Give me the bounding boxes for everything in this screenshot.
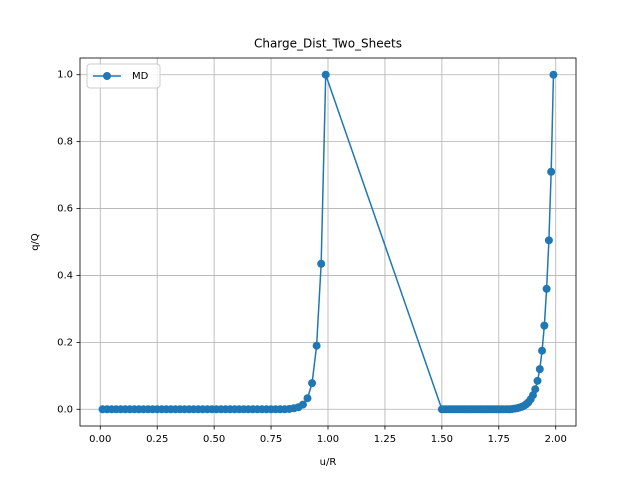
x-tick-label: 0.00 — [89, 434, 111, 445]
data-point — [531, 385, 540, 394]
data-point — [535, 365, 544, 374]
x-tick-label: 1.25 — [374, 434, 396, 445]
axes-frame — [79, 57, 577, 427]
x-tick-label: 0.75 — [260, 434, 282, 445]
data-point — [547, 167, 556, 176]
chart-title: Charge_Dist_Two_Sheets — [254, 37, 402, 51]
grid: 0.00 0.25 0.50 0.75 1.00 1.25 1.50 1.75 2.00 0.0 0… — [57, 58, 576, 445]
data-point — [538, 346, 547, 355]
legend: MD — [86, 63, 161, 89]
y-tick-label: 0.6 — [57, 204, 73, 215]
plot — [98, 70, 558, 414]
x-tick-label: 1.50 — [431, 434, 453, 445]
y-tick-label: 0.8 — [57, 137, 73, 148]
data-point — [298, 400, 307, 409]
data-point — [542, 284, 551, 293]
y-tick-label: 0.4 — [57, 270, 73, 281]
legend-label: MD — [132, 71, 149, 82]
legend-box — [86, 63, 161, 89]
x-tick-label: 2.00 — [545, 434, 567, 445]
data-point — [308, 379, 317, 388]
x-axis-label: u/R — [320, 457, 337, 468]
y-tick-label: 0.0 — [57, 404, 73, 415]
data-point — [544, 236, 553, 245]
data-point — [533, 376, 542, 385]
x-tick-label: 1.00 — [317, 434, 339, 445]
y-tick-label: 0.2 — [57, 337, 73, 348]
data-point — [317, 259, 326, 268]
data-point — [321, 70, 330, 79]
y-axis-label: q/Q — [30, 233, 41, 251]
data-point — [303, 394, 312, 403]
data-point — [312, 341, 321, 350]
x-tick-label: 0.25 — [146, 434, 168, 445]
legend-marker — [103, 72, 111, 80]
data-point — [528, 391, 537, 400]
x-tick-label: 1.75 — [488, 434, 510, 445]
y-tick-label: 1.0 — [57, 70, 73, 81]
data-point — [540, 321, 549, 330]
data-point — [549, 70, 558, 79]
x-tick-label: 0.50 — [203, 434, 225, 445]
